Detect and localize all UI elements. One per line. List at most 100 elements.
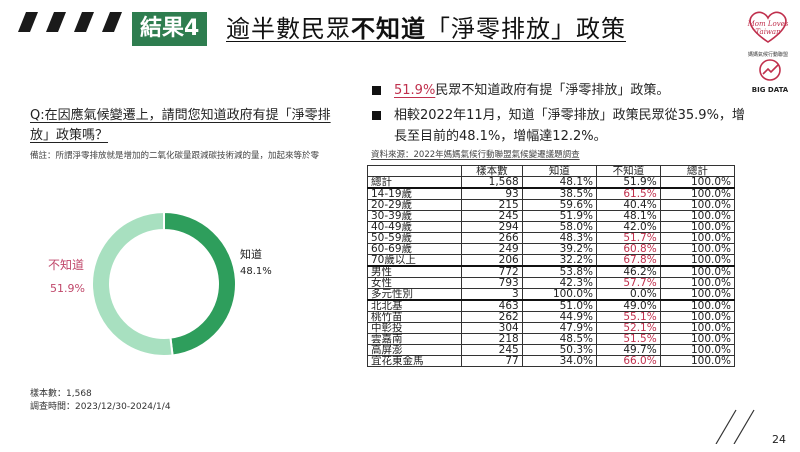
know-cell: 34.0% [521,355,597,367]
know-cell: 39.2% [521,243,597,255]
total-cell: 100.0% [659,243,736,255]
sample-count-cell: 245 [460,344,523,356]
table-row: 總計 1,568 48.1% 51.9% 100.0% [367,176,736,189]
total-cell: 100.0% [659,221,736,233]
finding-1-highlight: 51.9% [394,83,436,98]
total-cell: 100.0% [659,288,736,301]
survey-question: Q:在因應氣候變遷上，請問您知道政府有提「淨零排放」政策嗎？ [30,106,340,146]
row-label: 男性 [367,265,462,278]
dont-know-cell: 51.5% [595,333,661,345]
donut-label-know: 知道 [240,248,262,261]
donut-chart [91,210,237,357]
data-source: 資料來源：2022年媽媽氣候行動聯盟氣候變遷議題調查 [371,150,580,160]
svg-text:Taiwan: Taiwan [755,28,781,36]
know-cell: 48.3% [521,232,597,244]
know-cell: 32.2% [521,254,597,267]
sample-count-cell: 262 [460,311,523,323]
row-label: 多元性別 [367,288,462,301]
title-part3: 「淨零排放」政策 [426,15,626,43]
row-label: 50-59歲 [367,232,462,244]
know-cell: 44.9% [521,311,597,323]
total-cell: 100.0% [659,187,736,200]
title-part1: 逾半數民眾 [226,15,351,43]
row-label: 女性 [367,277,462,289]
table-row: 50-59歲 266 48.3% 51.7% 100.0% [367,232,736,244]
survey-period: 調查時間：2023/12/30-2024/1/4 [30,402,171,412]
dont-know-cell: 55.1% [595,311,661,323]
row-label: 60-69歲 [367,243,462,255]
dont-know-cell: 40.4% [595,199,661,211]
know-cell: 48.1% [521,176,597,189]
svg-text:Mom Loves: Mom Loves [747,20,789,28]
know-cell: 100.0% [521,288,597,301]
row-label: 高屏澎 [367,344,462,356]
finding-2: 相較2022年11月，知道「淨零排放」政策民眾從35.9%，增長至目前的48.1… [370,105,750,147]
table-row: 高屏澎 245 50.3% 49.7% 100.0% [367,344,736,356]
big-data-icon [759,59,781,81]
big-data-logo: BIG DATA [748,58,792,94]
sample-count-cell: 463 [460,299,523,312]
table-row: 40-49歲 294 58.0% 42.0% 100.0% [367,221,736,233]
finding-1: 51.9%民眾不知道政府有提「淨零排放」政策。 [370,80,750,101]
table-header: 知道 [521,165,597,177]
alliance-name: 媽媽氣候行動聯盟 [747,52,788,58]
know-cell: 38.5% [521,187,597,200]
title-emphasis: 不知道 [351,15,426,43]
dont-know-cell: 52.1% [595,322,661,334]
table-row: 宜花東金馬 77 34.0% 66.0% 100.0% [367,355,736,367]
donut-value-dont-know: 51.9% [50,282,85,295]
total-cell: 100.0% [659,199,736,211]
row-label: 14-19歲 [367,187,462,200]
sample-count-cell: 215 [460,199,523,211]
total-cell: 100.0% [659,210,736,222]
row-label: 20-29歲 [367,199,462,211]
total-cell: 100.0% [659,333,736,345]
sample-count-cell: 304 [460,322,523,334]
dont-know-cell: 48.1% [595,210,661,222]
dont-know-cell: 49.0% [595,299,661,312]
total-cell: 100.0% [659,322,736,334]
table-row: 20-29歲 215 59.6% 40.4% 100.0% [367,199,736,211]
sample-count-cell: 793 [460,277,523,289]
table-row: 男性 772 53.8% 46.2% 100.0% [367,265,736,278]
total-cell: 100.0% [659,254,736,267]
table-row: 70歲以上 206 32.2% 67.8% 100.0% [367,254,736,267]
dont-know-cell: 61.5% [595,187,661,200]
heart-logo-icon: Mom Loves Taiwan [747,11,789,43]
know-cell: 42.3% [521,277,597,289]
know-cell: 48.5% [521,333,597,345]
table-row: 30-39歲 245 51.9% 48.1% 100.0% [367,210,736,222]
table-row: 60-69歲 249 39.2% 60.8% 100.0% [367,243,736,255]
know-cell: 53.8% [521,265,597,278]
mom-loves-taiwan-logo: Mom Loves Taiwan 媽媽氣候行動聯盟 [738,6,798,58]
sample-count-cell: 206 [460,254,523,267]
table-row: 多元性別 3 100.0% 0.0% 100.0% [367,288,736,301]
dont-know-cell: 67.8% [595,254,661,267]
table-row: 雲嘉南 218 48.5% 51.5% 100.0% [367,333,736,345]
row-label: 中彰投 [367,322,462,334]
sample-count-cell: 266 [460,232,523,244]
table-row: 桃竹苗 262 44.9% 55.1% 100.0% [367,311,736,323]
total-cell: 100.0% [659,265,736,278]
row-label: 70歲以上 [367,254,462,267]
page-number: 24 [772,433,786,446]
page-title: 逾半數民眾不知道「淨零排放」政策 [226,12,626,46]
donut-value-know: 48.1% [240,266,272,277]
donut-slice-know [163,210,237,357]
know-cell: 51.0% [521,299,597,312]
row-label: 總計 [367,176,462,189]
sample-count-cell: 218 [460,333,523,345]
donut-slice-dont-know [91,210,174,357]
total-cell: 100.0% [659,355,736,367]
total-cell: 100.0% [659,311,736,323]
header-stripes-decoration [18,12,122,32]
total-cell: 100.0% [659,232,736,244]
table-row: 北北基 463 51.0% 49.0% 100.0% [367,299,736,312]
know-cell: 51.9% [521,210,597,222]
sample-count-cell: 3 [460,288,523,301]
table-row: 14-19歲 93 38.5% 61.5% 100.0% [367,187,736,200]
sample-count-cell: 93 [460,187,523,200]
dont-know-cell: 57.7% [595,277,661,289]
donut-label-dont-know: 不知道 [48,258,85,272]
total-cell: 100.0% [659,299,736,312]
